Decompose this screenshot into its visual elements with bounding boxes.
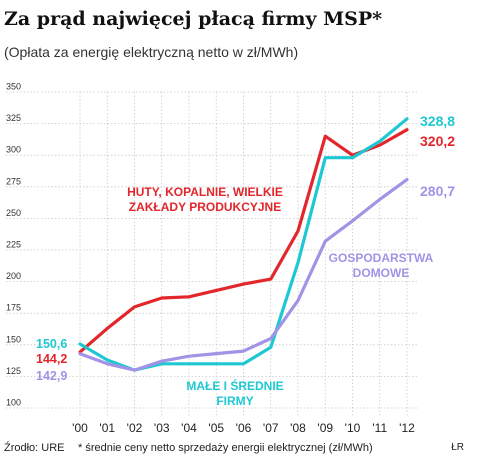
y-tick-label: 175 [6, 303, 21, 313]
x-tick-label: '11 [372, 421, 387, 435]
x-tick-label: '05 [208, 421, 224, 435]
y-tick-label: 325 [6, 113, 21, 123]
x-tick-label: '06 [236, 421, 252, 435]
series-name-label: MAŁE I ŚREDNIE [186, 378, 283, 393]
start-value-label: 142,9 [36, 369, 67, 383]
end-value-label: 320,2 [420, 133, 455, 149]
x-tick-label: '01 [99, 421, 115, 435]
x-tick-label: '00 [72, 421, 88, 435]
y-tick-label: 225 [6, 240, 21, 250]
x-tick-label: '12 [399, 421, 415, 435]
line-chart: 100 125 150 175 200 225 250 275 300 325 350 '00 '01… [6, 82, 455, 435]
end-value-label: 280,7 [420, 183, 455, 199]
x-tick-label: '04 [181, 421, 197, 435]
y-tick-label: 200 [6, 271, 21, 281]
footnote: * średnie ceny netto sprzedaży energii e… [78, 442, 373, 454]
series-name-label: ZAKŁADY PRODUKCYJNE [129, 200, 281, 214]
y-axis-ticks: 100 125 150 175 200 225 250 275 300 325 350 [6, 82, 21, 408]
x-tick-label: '07 [263, 421, 279, 435]
x-tick-label: '02 [127, 421, 143, 435]
series-name-label: GOSPODARSTWA [329, 251, 434, 265]
start-value-label: 150,6 [36, 337, 67, 351]
series-name-label: FIRMY [216, 394, 253, 408]
chart-title: Za prąd najwięcej płacą firmy MSP* [4, 8, 383, 30]
author-credit: ŁR [451, 442, 464, 453]
series-name-label: DOMOWE [353, 266, 410, 280]
y-tick-label: 275 [6, 176, 21, 186]
series-line [78, 128, 409, 354]
y-tick-label: 150 [6, 334, 21, 344]
y-tick-label: 350 [6, 82, 21, 92]
y-tick-label: 300 [6, 145, 21, 155]
y-tick-label: 125 [6, 366, 21, 376]
series-line [78, 178, 409, 372]
y-tick-label: 100 [6, 398, 21, 408]
series-name-label: HUTY, KOPALNIE, WIELKIE [127, 185, 283, 199]
x-tick-label: '10 [345, 421, 361, 435]
start-value-label: 144,2 [36, 352, 67, 366]
x-tick-label: '03 [154, 421, 170, 435]
y-tick-label: 250 [6, 208, 21, 218]
x-axis-ticks: '00 '01 '02 '03 '04 '05 '06 '07 '08 '09 '10 '11 '12 [72, 421, 415, 435]
x-tick-label: '08 [290, 421, 306, 435]
x-tick-label: '09 [317, 421, 333, 435]
source-note: Źrodło: URE [4, 442, 65, 454]
end-value-label: 328,8 [420, 113, 455, 129]
series-layer [78, 117, 409, 372]
chart-subtitle: (Opłata za energię elektryczną netto w z… [4, 44, 299, 60]
